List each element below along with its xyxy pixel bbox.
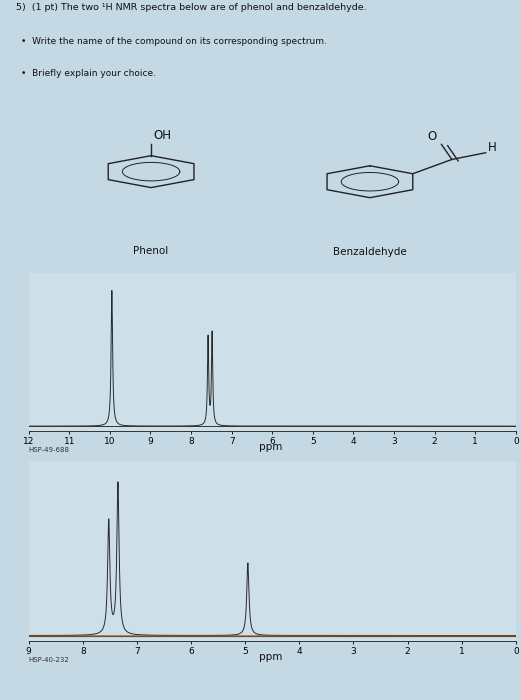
- Text: HSP-40-232: HSP-40-232: [29, 657, 69, 663]
- Text: O: O: [427, 130, 436, 143]
- Text: •  Write the name of the compound on its corresponding spectrum.: • Write the name of the compound on its …: [21, 37, 327, 46]
- Text: H: H: [488, 141, 497, 155]
- Text: ppm: ppm: [259, 442, 282, 452]
- Text: Benzaldehyde: Benzaldehyde: [333, 247, 407, 258]
- Text: •  Briefly explain your choice.: • Briefly explain your choice.: [21, 69, 156, 78]
- Text: OH: OH: [154, 130, 172, 142]
- Text: HSP-49-688: HSP-49-688: [29, 447, 70, 453]
- Text: ppm: ppm: [259, 652, 282, 662]
- Text: Phenol: Phenol: [133, 246, 169, 256]
- Text: 5)  (1 pt) The two ¹H NMR spectra below are of phenol and benzaldehyde.: 5) (1 pt) The two ¹H NMR spectra below a…: [16, 4, 366, 13]
